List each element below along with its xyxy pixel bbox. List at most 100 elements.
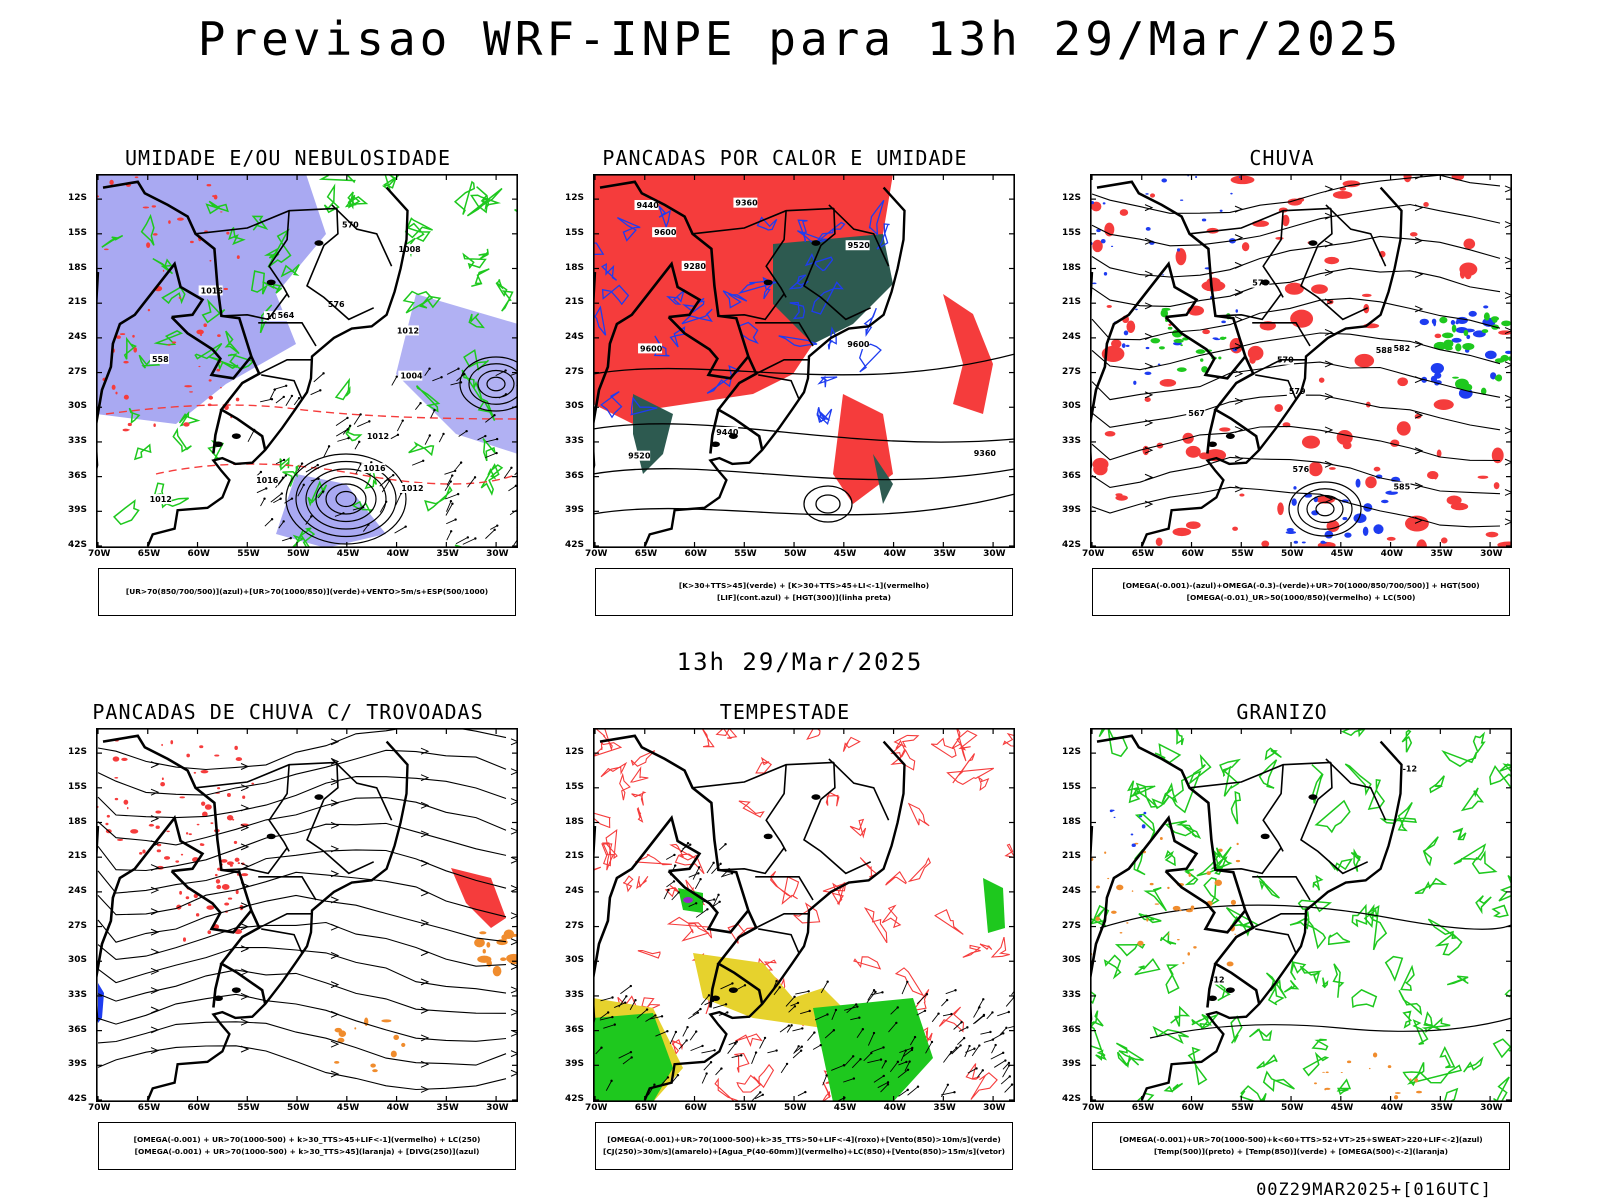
storm-red-area (155, 810, 162, 814)
country-border (1206, 409, 1217, 454)
wind-vector-head (697, 872, 700, 875)
lon-tick-label: 70W (88, 549, 111, 559)
wind-vector-head (906, 1088, 909, 1092)
temp850-green-contour (1401, 729, 1413, 753)
rain-red-area (1318, 377, 1325, 383)
thickness-dashed-line (155, 463, 518, 485)
wind-vector-head (666, 1076, 670, 1079)
wind-vector (888, 1022, 897, 1033)
lake-blob (314, 794, 324, 800)
rain-red-area (1261, 540, 1270, 548)
wind-vector (490, 525, 498, 530)
wind-vector-head (317, 477, 320, 480)
wind-vector-head (859, 1058, 862, 1061)
omega-orange-area (1324, 1088, 1327, 1091)
wind-vector-head (624, 1001, 627, 1004)
wind-vector (688, 872, 699, 878)
lc850-red-contour (934, 909, 964, 935)
humidity-green-contour (477, 398, 496, 421)
lif-blue-contour (827, 326, 837, 350)
wind-vector (977, 999, 984, 1009)
lc850-red-contour (593, 741, 623, 757)
wind-vector (792, 1027, 803, 1032)
instability-red-area (943, 294, 993, 414)
omega-orange-area (1235, 859, 1241, 863)
wind-vector (701, 1049, 715, 1054)
data-layer (96, 728, 518, 1093)
storm-red-area (232, 818, 235, 821)
wind-vector-head (322, 372, 325, 375)
lat-tick-label: 42S (1062, 1094, 1082, 1104)
rain-blue-area (1450, 320, 1456, 325)
temp850-green-contour (1256, 1054, 1278, 1070)
humidity-green-contour (205, 200, 229, 215)
temp850-green-contour (1239, 1085, 1263, 1102)
wind-vector-head (872, 1031, 876, 1035)
temp850-green-contour (1103, 954, 1122, 980)
wind-vector-head (950, 1012, 953, 1016)
temp850-green-contour (1406, 1064, 1462, 1085)
lon-tick-label: 60W (684, 549, 707, 559)
thickness-red-mark (220, 386, 222, 389)
state-border (1300, 208, 1369, 321)
contour-label-bg (147, 494, 172, 505)
stream-arrow (1414, 237, 1424, 245)
contour-label-bg (325, 299, 345, 310)
wind-vector-head (697, 866, 701, 869)
wind-vector-head (347, 436, 350, 440)
storm-red-area (235, 757, 243, 762)
wind-vector (334, 512, 344, 517)
wind-vector (456, 373, 465, 382)
wind-vector (445, 503, 453, 516)
storm-red-area (226, 861, 234, 866)
wind-vector (941, 1091, 955, 1096)
map-svg: -12-12 (1090, 728, 1512, 1102)
temp850-green-contour (1504, 989, 1512, 998)
lif-blue-contour (756, 216, 778, 231)
state-border (755, 876, 814, 901)
lon-tick-label: 55W (237, 549, 260, 559)
stream-arrow (330, 952, 340, 959)
wind-vector (603, 1024, 615, 1029)
wind-vector (438, 433, 444, 443)
storm-orange-area (338, 1030, 347, 1037)
lon-tick-label: 50W (287, 1103, 310, 1113)
state-border (758, 928, 800, 954)
stream-arrow (240, 804, 250, 812)
stream-arrow (510, 856, 518, 864)
wind-vector (958, 1026, 968, 1032)
wind-vector (379, 479, 388, 487)
wind-vector-head (419, 402, 422, 405)
legend-line: [OMEGA(-0.001)+UR>70(1000-500)+k<60+TTS>… (1119, 1135, 1483, 1144)
stream-arrow (510, 1050, 518, 1058)
rain-blue-area (1180, 199, 1184, 201)
lon-tick-label: 70W (1082, 1103, 1105, 1113)
storm-red-area (148, 823, 155, 827)
storm-red-area (195, 913, 200, 917)
stream-arrow (240, 945, 250, 953)
stream-arrow (510, 885, 518, 892)
wind-vector-head (358, 440, 361, 444)
rain-red-area (1115, 495, 1128, 501)
wind-vector-head (946, 1083, 950, 1087)
lc850-red-contour (619, 772, 631, 801)
lat-tick-label: 27S (565, 920, 585, 931)
stream-arrow (1324, 460, 1334, 468)
wind-green-area (983, 878, 1005, 933)
rain-green-area (1443, 339, 1454, 348)
temp850-green-contour (1138, 912, 1162, 924)
legend-line: [OMEGA(-0.001) + UR>70(1000-500) + k>30_… (133, 1135, 481, 1144)
wind-vector (951, 1045, 961, 1055)
lc850-red-contour (714, 1077, 739, 1102)
wind-vector-head (606, 1011, 610, 1014)
lat-tick-label: 36S (1062, 470, 1082, 481)
wind-vector-head (896, 1060, 900, 1064)
storm-orange-area (337, 1037, 345, 1043)
stream-arrow (1144, 362, 1154, 370)
lat-tick-label: 18S (565, 262, 585, 273)
lc850-red-contour (990, 936, 1010, 958)
rain-red-area (1204, 449, 1227, 462)
lake-blob (1225, 433, 1235, 439)
wind-vector-head (896, 1006, 899, 1009)
omega-orange-area (1111, 910, 1117, 914)
